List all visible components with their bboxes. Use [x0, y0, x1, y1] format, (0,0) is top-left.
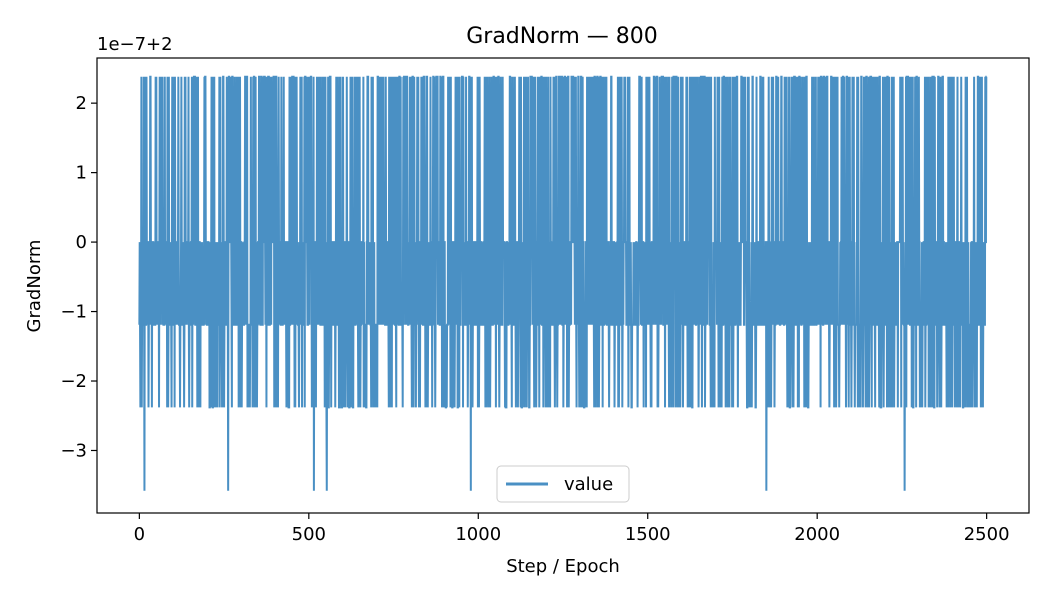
y-tick-label: 2 [76, 93, 87, 114]
y-axis-ticks: −3 −2 −1 0 1 2 [60, 93, 97, 461]
y-tick-label: −1 [60, 302, 87, 323]
plot-area [96, 57, 1030, 514]
axes-frame [96, 57, 1030, 514]
x-axis-title: Step / Epoch [506, 556, 620, 577]
x-tick-label: 500 [292, 524, 326, 545]
x-tick-label: 2000 [794, 524, 840, 545]
y-tick-label: −3 [60, 440, 87, 461]
x-tick-label: 0 [134, 524, 145, 545]
y-axis-title: GradNorm [24, 240, 45, 333]
series-group [138, 75, 988, 491]
x-tick-label: 2500 [964, 524, 1010, 545]
chart-title: GradNorm — 800 [466, 24, 658, 49]
series-line-value [138, 75, 988, 491]
legend: value [496, 465, 630, 503]
y-tick-label: 0 [76, 232, 87, 253]
x-tick-label: 1000 [455, 524, 501, 545]
y-tick-label: −2 [60, 371, 87, 392]
y-tick-label: 1 [76, 163, 87, 184]
legend-label: value [564, 474, 613, 495]
x-axis-ticks: 0 500 1000 1500 2000 2500 [134, 513, 1010, 545]
x-tick-label: 1500 [625, 524, 671, 545]
y-offset-label: 1e−7+2 [97, 34, 173, 55]
legend-box [496, 465, 630, 503]
